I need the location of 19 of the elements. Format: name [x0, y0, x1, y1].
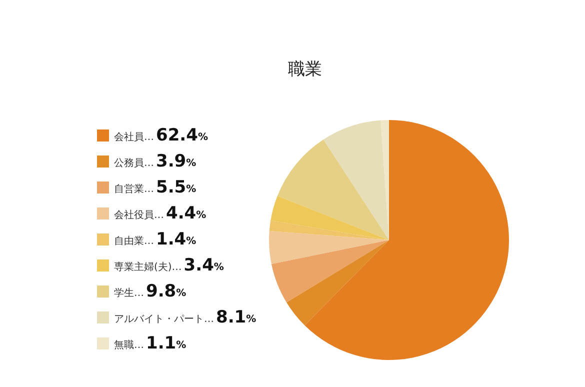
legend-label: 会社員…	[114, 131, 154, 143]
legend-label: 無職…	[114, 339, 144, 351]
data-label: 3.9%	[156, 152, 196, 172]
data-label: 1.4%	[156, 230, 196, 250]
legend-label: 会社役員…	[114, 209, 164, 221]
chart-title: 職業	[288, 60, 322, 80]
legend-label: 自営業…	[114, 183, 154, 195]
data-label: 62.4%	[156, 126, 208, 146]
legend-label: 専業主婦(夫)…	[114, 261, 182, 273]
legend-label: アルバイト・パート…	[114, 314, 214, 325]
data-label: 5.5%	[156, 178, 196, 198]
data-label: 8.1%	[216, 308, 256, 328]
data-label: 4.4%	[166, 204, 206, 224]
legend-label: 学生…	[114, 287, 144, 299]
legend-label: 自由業…	[114, 235, 154, 247]
data-label: 9.8%	[146, 282, 186, 302]
data-label: 1.1%	[146, 334, 186, 354]
legend-label: 公務員…	[114, 157, 154, 169]
data-label: 3.4%	[184, 256, 224, 276]
